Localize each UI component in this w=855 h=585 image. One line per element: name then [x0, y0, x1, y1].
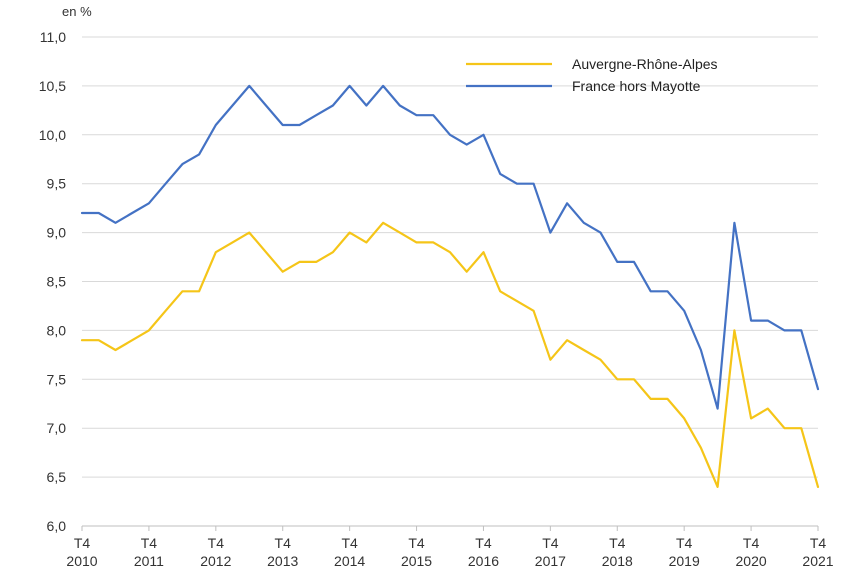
y-tick-label: 9,5 — [47, 176, 67, 192]
x-tick-year: 2017 — [535, 553, 566, 569]
x-tick-year: 2016 — [468, 553, 499, 569]
y-tick-label: 6,5 — [47, 469, 67, 485]
x-tick-quarter: T4 — [275, 535, 292, 551]
x-tick-quarter: T4 — [141, 535, 158, 551]
y-tick-label: 9,0 — [47, 225, 67, 241]
x-tick-year: 2011 — [134, 553, 164, 569]
series-line-france-hors-mayotte — [80, 84, 820, 410]
x-tick-quarter: T4 — [208, 535, 225, 551]
legend-label: France hors Mayotte — [572, 78, 701, 94]
series-line-auvergne-rhone-alpes — [80, 221, 820, 488]
x-tick-quarter: T4 — [341, 535, 358, 551]
x-tick-quarter: T4 — [810, 535, 827, 551]
y-unit-label: en % — [62, 4, 92, 19]
y-tick-label: 11,0 — [40, 29, 66, 45]
x-tick-year: 2021 — [802, 553, 833, 569]
x-tick-year: 2014 — [334, 553, 365, 569]
series-lines — [80, 84, 820, 488]
x-tick-quarter: T4 — [475, 535, 492, 551]
x-tick-year: 2019 — [669, 553, 700, 569]
x-tick-quarter: T4 — [74, 535, 91, 551]
x-tick-year: 2013 — [267, 553, 298, 569]
x-tick-quarter: T4 — [408, 535, 425, 551]
x-tick-year: 2012 — [200, 553, 231, 569]
x-tick-year: 2015 — [401, 553, 432, 569]
x-tick-year: 2010 — [66, 553, 97, 569]
y-tick-label: 7,0 — [47, 420, 67, 436]
x-tick-year: 2020 — [736, 553, 767, 569]
x-tick-year: 2018 — [602, 553, 633, 569]
y-tick-label: 10,0 — [39, 127, 66, 143]
x-tick-quarter: T4 — [542, 535, 559, 551]
x-tick-quarter: T4 — [609, 535, 626, 551]
y-tick-label: 7,5 — [47, 371, 67, 387]
y-tick-label: 10,5 — [39, 78, 66, 94]
x-tick-quarter: T4 — [676, 535, 693, 551]
legend-label: Auvergne-Rhône-Alpes — [572, 56, 718, 72]
x-axis-ticks: T4 2010 T4 2011 T4 2012 T4 2013 T4 2014 T4 2015 T4 20… — [66, 526, 834, 569]
y-tick-label: 8,5 — [47, 274, 67, 290]
legend: Auvergne-Rhône-Alpes France hors Mayotte — [466, 56, 718, 94]
y-tick-label: 8,0 — [47, 322, 67, 338]
y-axis-ticks: 6,0 6,5 7,0 7,5 8,0 8,5 9,0 9,5 10,0 10,5 11,0 — [39, 29, 66, 534]
gridlines — [82, 36, 818, 527]
x-tick-quarter: T4 — [743, 535, 760, 551]
y-tick-label: 6,0 — [47, 518, 67, 534]
